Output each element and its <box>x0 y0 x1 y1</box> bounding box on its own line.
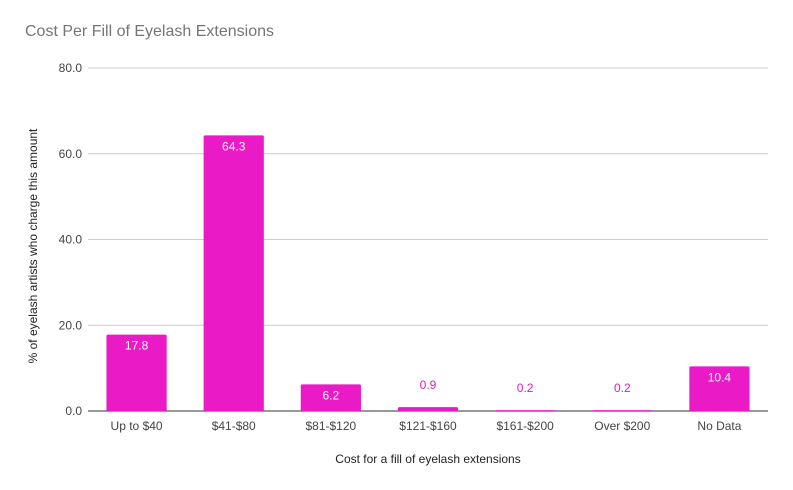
bar <box>495 410 556 411</box>
y-tick-label: 80.0 <box>59 61 83 75</box>
x-tick-label: $81-$120 <box>305 419 356 433</box>
y-tick-label: 40.0 <box>59 233 83 247</box>
x-tick-label: $41-$80 <box>212 419 256 433</box>
bar <box>300 384 361 411</box>
y-tick-label: 0.0 <box>65 404 82 418</box>
bar <box>106 334 167 411</box>
x-tick-label: Up to $40 <box>111 419 163 433</box>
data-label: 0.2 <box>614 381 631 395</box>
bar <box>397 407 459 411</box>
bar <box>592 410 653 411</box>
gridlines <box>88 67 768 412</box>
y-tick-label: 60.0 <box>59 147 83 161</box>
x-axis-title: Cost for a fill of eyelash extensions <box>335 452 520 466</box>
chart-title: Cost Per Fill of Eyelash Extensions <box>25 23 274 40</box>
bars <box>106 135 750 411</box>
data-label: 10.4 <box>708 370 732 384</box>
axes: 0.0 20.0 40.0 60.0 80.0 Up to $40 $41-$80 $81-$… <box>59 61 742 433</box>
data-label: 17.8 <box>125 339 149 353</box>
y-tick-label: 20.0 <box>59 318 83 332</box>
data-label: 6.2 <box>323 388 340 402</box>
data-label: 0.9 <box>420 378 437 392</box>
data-label: 0.2 <box>517 381 534 395</box>
x-tick-label: No Data <box>697 419 741 433</box>
y-axis-title: % of eyelash artists who charge this amo… <box>26 128 40 363</box>
x-tick-label: $161-$200 <box>496 419 554 433</box>
data-label: 64.3 <box>222 139 246 153</box>
data-labels: 17.8 64.3 6.2 0.9 0.2 0.2 10.4 <box>125 139 732 402</box>
x-tick-label: Over $200 <box>594 419 650 433</box>
bar <box>203 135 264 411</box>
x-tick-label: $121-$160 <box>399 419 457 433</box>
bar <box>689 366 750 411</box>
